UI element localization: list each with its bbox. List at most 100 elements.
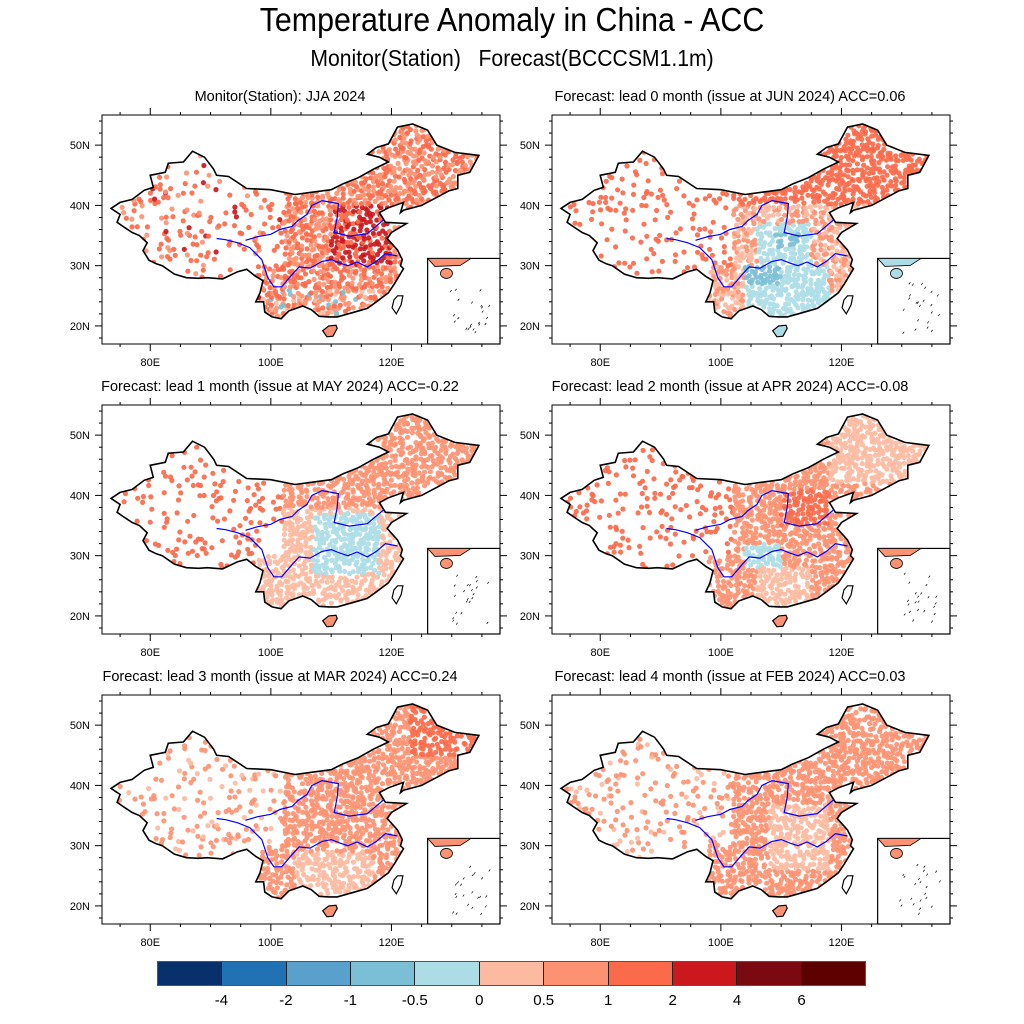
- station-dot: [703, 507, 709, 513]
- station-dot: [803, 470, 809, 476]
- station-dot: [179, 839, 186, 845]
- station-dot: [227, 267, 233, 273]
- station-dot: [336, 579, 342, 585]
- station-dot: [459, 457, 465, 463]
- station-dot: [295, 553, 301, 560]
- station-dot: [744, 588, 750, 594]
- station-dot: [641, 221, 647, 227]
- station-dot: [762, 271, 768, 277]
- station-dot: [623, 217, 629, 223]
- station-dot: [307, 575, 313, 582]
- station-dot: [340, 528, 346, 534]
- station-dot: [828, 269, 834, 275]
- station-dot: [870, 141, 876, 147]
- lat-tick-label: 50N: [70, 140, 90, 152]
- station-dot: [303, 231, 310, 237]
- station-dot: [584, 516, 590, 522]
- station-dot: [366, 491, 372, 497]
- station-dot: [728, 290, 734, 296]
- station-dot: [793, 571, 799, 577]
- inset-island: [471, 596, 474, 600]
- station-dot: [381, 289, 387, 295]
- station-dot: [793, 531, 799, 537]
- station-dot: [845, 168, 851, 174]
- station-dot: [409, 430, 415, 436]
- station-dot: [901, 460, 907, 466]
- station-dot: [279, 518, 285, 524]
- station-dot: [800, 184, 806, 190]
- station-dot: [422, 172, 428, 178]
- station-dot: [788, 264, 794, 270]
- station-dot: [407, 186, 413, 192]
- station-dot: [361, 512, 367, 518]
- station-dot: [370, 584, 376, 590]
- station-dot: [676, 178, 683, 184]
- station-dot: [306, 295, 312, 301]
- station-dot: [816, 186, 822, 192]
- station-dot: [787, 503, 793, 509]
- station-dot: [829, 146, 835, 153]
- station-dot: [282, 228, 288, 234]
- station-dot: [372, 198, 378, 204]
- yellow-river: [695, 199, 835, 241]
- station-dot: [340, 275, 347, 281]
- station-dot: [289, 250, 295, 256]
- station-dot: [350, 584, 356, 590]
- station-dot: [808, 281, 814, 287]
- hainan-island: [771, 614, 788, 628]
- station-dot: [175, 192, 181, 198]
- station-dot: [281, 487, 287, 493]
- panel-lead0: Forecast: lead 0 month (issue at JUN 202…: [500, 89, 960, 375]
- station-dot: [425, 423, 431, 430]
- station-dot: [774, 482, 780, 488]
- inset-island: [449, 289, 452, 293]
- station-dot: [351, 477, 357, 483]
- station-dot: [739, 244, 746, 250]
- station-dot: [289, 486, 295, 493]
- station-dot: [401, 135, 407, 142]
- station-dot: [811, 247, 817, 253]
- station-dot: [388, 477, 394, 483]
- station-dot: [218, 482, 224, 489]
- station-dot: [183, 170, 190, 176]
- station-dot: [605, 205, 611, 211]
- station-dot: [302, 520, 308, 527]
- station-dot: [734, 222, 740, 228]
- inset-island: [475, 575, 478, 579]
- station-dot: [606, 512, 612, 518]
- station-dot: [791, 491, 797, 497]
- station-dot: [840, 180, 846, 186]
- station-dot: [185, 550, 191, 556]
- station-dot: [590, 209, 596, 215]
- station-dot: [724, 191, 730, 197]
- station-dot: [790, 255, 797, 261]
- station-dot: [804, 485, 810, 491]
- station-dot: [841, 193, 847, 199]
- station-dot: [256, 537, 262, 543]
- inset-island: [917, 595, 920, 598]
- station-dot: [405, 434, 411, 440]
- station-dot: [873, 132, 879, 138]
- station-dot: [344, 239, 350, 246]
- station-dot: [887, 458, 893, 464]
- inset-hainan: [890, 268, 903, 279]
- station-dot: [777, 273, 783, 279]
- station-dot: [181, 464, 187, 470]
- station-dot: [450, 173, 456, 180]
- station-dot: [291, 555, 298, 561]
- lat-tick-label: 30N: [520, 551, 540, 563]
- station-dot: [412, 425, 418, 431]
- station-dot: [863, 445, 869, 451]
- station-dot: [420, 478, 426, 484]
- station-dot: [695, 487, 701, 493]
- inset-island: [930, 303, 933, 307]
- station-dot: [182, 539, 188, 545]
- station-dot: [302, 558, 308, 564]
- inset-island: [938, 313, 941, 317]
- station-dot: [893, 153, 899, 159]
- station-dot: [686, 200, 692, 206]
- station-dot: [363, 565, 369, 572]
- station-dot: [353, 286, 359, 292]
- station-dot: [630, 191, 637, 197]
